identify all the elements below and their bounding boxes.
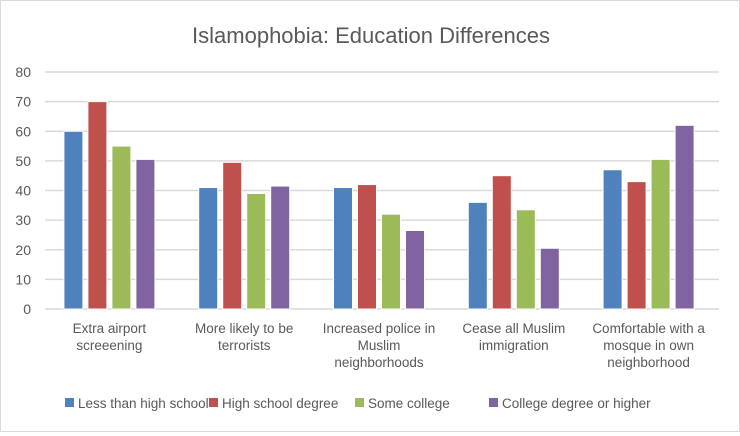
bar-0-3	[467, 201, 488, 310]
bar-3-3	[539, 247, 560, 310]
legend-swatch	[489, 398, 498, 407]
legend-label: College degree or higher	[502, 396, 651, 411]
bar-0-0	[63, 130, 84, 310]
bar-2-1	[246, 192, 267, 310]
bar-2-0	[111, 145, 132, 310]
y-tick-label: 60	[15, 123, 31, 139]
y-tick-label: 10	[15, 271, 31, 287]
x-tick-label: Increased police in Muslim neighborhoods	[323, 321, 436, 370]
legend-item: Some college	[355, 396, 450, 411]
bar-1-2	[357, 184, 377, 310]
bar-1-0	[87, 101, 108, 310]
x-tick-label: Comfortable with a mosque in own neighborh…	[592, 321, 705, 370]
bar-0-2	[333, 187, 353, 310]
bar-3-0	[135, 158, 156, 310]
legend-item: Less than high school	[65, 396, 209, 411]
y-tick-label: 0	[23, 301, 31, 317]
legend-item: College degree or higher	[489, 396, 651, 411]
y-tick-label: 70	[15, 94, 31, 110]
bar-2-2	[381, 213, 401, 310]
y-tick-label: 50	[15, 153, 31, 169]
legend-label: Less than high school	[78, 396, 209, 411]
bar-0-4	[602, 169, 623, 310]
x-tick-label: More likely to be terrorists	[195, 321, 293, 353]
legend-item: High school degree	[209, 396, 338, 411]
bar-1-1	[222, 161, 243, 310]
y-tick-label: 80	[15, 64, 31, 80]
legend-label: High school degree	[222, 396, 338, 411]
bar-3-1	[270, 185, 291, 310]
legend-swatch	[355, 398, 364, 407]
legend-label: Some college	[368, 396, 450, 411]
bar-1-3	[491, 175, 512, 310]
bar-1-4	[626, 181, 647, 310]
bar-0-1	[198, 187, 219, 310]
legend-swatch	[65, 398, 74, 407]
bar-3-4	[674, 124, 695, 310]
y-tick-label: 40	[15, 183, 31, 199]
x-tick-label: Extra airport screeening	[73, 321, 147, 353]
bar-2-4	[650, 158, 671, 310]
x-tick-label: Cease all Muslim immigration	[462, 321, 565, 353]
y-tick-label: 20	[15, 242, 31, 258]
bar-2-3	[515, 209, 536, 310]
y-tick-label: 30	[15, 212, 31, 228]
legend-swatch	[209, 398, 218, 407]
bar-3-2	[405, 229, 425, 310]
chart-title: Islamophobia: Education Differences	[192, 23, 550, 48]
